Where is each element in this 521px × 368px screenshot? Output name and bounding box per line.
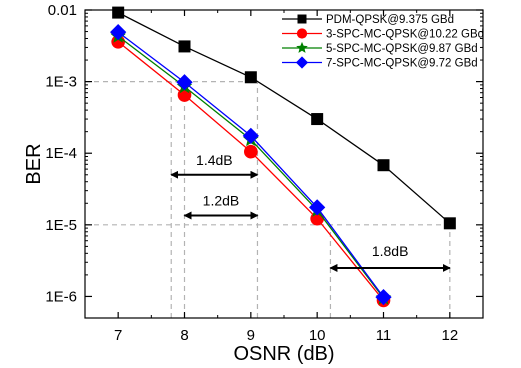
- legend-item: 7-SPC-MC-QPSK@9.72 GBd: [282, 56, 478, 70]
- data-point: [443, 217, 456, 230]
- dimension-label: 1.4dB: [196, 152, 233, 168]
- legend-marker: [297, 14, 307, 24]
- y-tick-label: 1E-4: [45, 145, 77, 162]
- legend-label: 5-SPC-MC-QPSK@9.87 GBd: [326, 43, 478, 55]
- data-point: [244, 71, 257, 84]
- reference-lines: [85, 81, 451, 318]
- legend-label: 7-SPC-MC-QPSK@9.72 GBd: [326, 58, 478, 70]
- legend-label: 3-SPC-MC-QPSK@10.22 GBd: [326, 29, 484, 41]
- legend-marker: [296, 41, 308, 53]
- data-point: [176, 74, 193, 91]
- y-tick-label: 1E-6: [45, 288, 77, 305]
- legend: PDM-QPSK@9.375 GBd 3-SPC-MC-QPSK@10.22 GB…: [282, 14, 484, 70]
- legend-item: 5-SPC-MC-QPSK@9.87 GBd: [282, 41, 478, 55]
- y-tick-label: 1E-5: [45, 217, 77, 234]
- x-axis-title: OSNR (dB): [233, 343, 334, 365]
- y-tick-label: 1E-3: [45, 74, 77, 91]
- data-point: [110, 24, 127, 41]
- data-point: [311, 113, 324, 126]
- x-tick-label: 9: [247, 327, 255, 344]
- data-point: [375, 288, 392, 306]
- data-point: [178, 40, 191, 53]
- series-3: [110, 24, 392, 306]
- legend-marker: [296, 28, 308, 39]
- data-point: [244, 144, 258, 159]
- legend-item: PDM-QPSK@9.375 GBd: [282, 14, 454, 26]
- data-point: [242, 127, 259, 144]
- legend-item: 3-SPC-MC-QPSK@10.22 GBd: [282, 28, 484, 41]
- x-tick-label: 12: [441, 327, 458, 344]
- x-tick-label: 10: [309, 327, 326, 344]
- legend-marker: [295, 56, 309, 69]
- y-tick-label: 0.01: [48, 2, 77, 19]
- series-line: [117, 12, 451, 224]
- x-tick-label: 11: [376, 327, 392, 344]
- x-tick-label: 8: [180, 327, 188, 344]
- axes: 7 8 9 10 11 12 1E-6 1E-5 1E-4 1E-3 0.01: [45, 2, 484, 344]
- data-point: [377, 159, 390, 172]
- dimension-label: 1.8dB: [372, 243, 409, 259]
- annotations: 1.4dB 1.2dB 1.8dB: [170, 152, 451, 272]
- x-tick-label: 7: [114, 327, 122, 344]
- dimension-label: 1.2dB: [203, 192, 240, 208]
- y-axis-title: BER: [23, 143, 45, 184]
- legend-label: PDM-QPSK@9.375 GBd: [326, 14, 454, 26]
- data-point: [309, 199, 326, 216]
